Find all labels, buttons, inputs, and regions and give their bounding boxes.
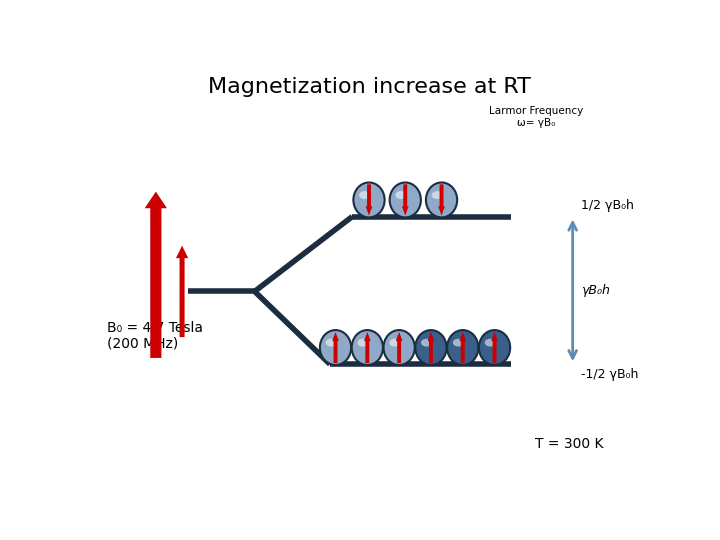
FancyArrow shape	[366, 184, 372, 215]
FancyArrow shape	[402, 184, 409, 215]
Ellipse shape	[390, 183, 421, 218]
Ellipse shape	[325, 339, 337, 347]
Ellipse shape	[421, 339, 432, 347]
Ellipse shape	[384, 330, 415, 365]
FancyArrow shape	[364, 332, 371, 363]
Text: Magnetization increase at RT: Magnetization increase at RT	[207, 77, 531, 97]
Text: B₀ = 4.7 Tesla
(200 MHz): B₀ = 4.7 Tesla (200 MHz)	[107, 321, 203, 350]
Ellipse shape	[479, 330, 510, 365]
Text: 1/2 γB₀h: 1/2 γB₀h	[581, 199, 634, 212]
FancyArrow shape	[176, 246, 188, 337]
Ellipse shape	[485, 339, 495, 347]
Ellipse shape	[359, 191, 370, 199]
Ellipse shape	[354, 183, 384, 218]
Ellipse shape	[351, 330, 383, 365]
Ellipse shape	[432, 191, 443, 199]
Ellipse shape	[395, 191, 406, 199]
FancyArrow shape	[491, 332, 498, 363]
Ellipse shape	[426, 183, 457, 218]
FancyArrow shape	[332, 332, 339, 363]
Ellipse shape	[447, 330, 478, 365]
Text: -1/2 γB₀h: -1/2 γB₀h	[581, 368, 639, 381]
FancyArrow shape	[145, 192, 167, 358]
Ellipse shape	[358, 339, 369, 347]
FancyArrow shape	[428, 332, 434, 363]
Ellipse shape	[453, 339, 464, 347]
Text: T = 300 K: T = 300 K	[535, 437, 603, 451]
FancyArrow shape	[459, 332, 466, 363]
Text: γB₀h: γB₀h	[581, 284, 610, 297]
FancyArrow shape	[438, 184, 445, 215]
Ellipse shape	[390, 339, 400, 347]
Text: Larmor Frequency
ω= γB₀: Larmor Frequency ω= γB₀	[490, 106, 583, 128]
FancyArrow shape	[396, 332, 402, 363]
Ellipse shape	[415, 330, 446, 365]
Ellipse shape	[320, 330, 351, 365]
